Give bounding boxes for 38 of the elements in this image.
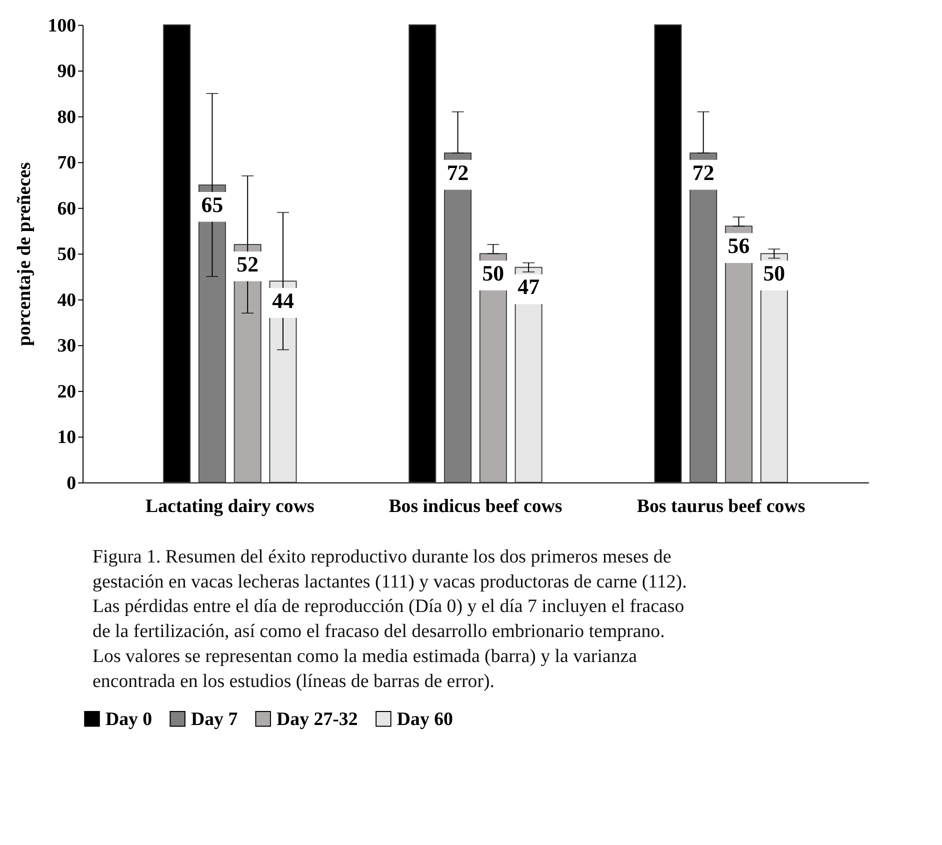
y-tick-label: 0 — [66, 472, 76, 494]
y-tick-label: 100 — [48, 15, 76, 36]
y-tick-label: 60 — [57, 198, 76, 220]
data-label: 44 — [272, 288, 294, 313]
bar — [234, 244, 262, 483]
data-label: 47 — [518, 275, 540, 300]
bar — [760, 253, 788, 483]
data-label: 50 — [763, 261, 786, 286]
x-tick-label: Lactating dairy cows — [145, 496, 314, 517]
y-tick-label: 20 — [57, 381, 76, 402]
y-tick-label: 90 — [57, 61, 76, 82]
data-label: 72 — [446, 160, 469, 185]
bar — [269, 280, 297, 483]
y-axis-title: porcentaje de preñeces — [14, 162, 35, 346]
bar — [724, 226, 753, 483]
x-tick-label: Bos indicus beef cows — [388, 496, 562, 517]
bar — [514, 266, 542, 483]
data-label: 65 — [201, 192, 224, 217]
y-tick-label: 10 — [57, 427, 76, 448]
bar — [479, 253, 507, 483]
y-tick-label: 70 — [57, 152, 76, 174]
bar — [444, 152, 472, 483]
y-tick-label: 50 — [57, 244, 76, 266]
y-tick-label: 30 — [57, 336, 76, 357]
bar — [690, 152, 718, 483]
text: Figura 1. Resumen del éxito reproductivo durante los dos primeros meses de gestación en vacas lecheras lactantes (111) y vacas productoras de carne (112). Las pérdidas entre el día de reproducción (Día 0) y el día 7 incluyen el fracaso de la fertilización, así como el fracaso del desarrollo embrionario temprano. Los valores se representan como la media estimada (barra) y la varianza encontrada en los estudios (líneas de barras de error). — [92, 546, 687, 692]
data-label: 52 — [236, 252, 259, 276]
legend-label: Day 60 — [396, 708, 454, 730]
x-tick-label: Bos taurus beef cows — [636, 496, 806, 517]
legend-label: Day 7 — [190, 708, 238, 730]
legend-label: Day 0 — [105, 708, 152, 730]
legend-label: Day 27-32 — [276, 708, 358, 730]
bar — [198, 184, 226, 483]
data-label: 50 — [482, 261, 504, 286]
y-tick-label: 40 — [57, 290, 76, 311]
y-tick-label: 80 — [57, 106, 76, 128]
data-label: 72 — [692, 160, 714, 185]
data-label: 56 — [728, 234, 750, 258]
